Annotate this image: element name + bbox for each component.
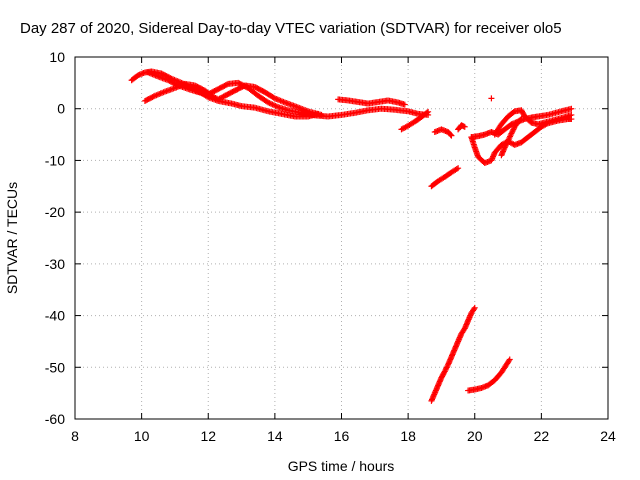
data-point bbox=[501, 144, 508, 151]
data-point bbox=[270, 94, 277, 101]
data-point bbox=[506, 356, 513, 363]
data-point bbox=[517, 116, 524, 123]
series-track-l bbox=[498, 116, 525, 159]
y-tick-label: -10 bbox=[45, 152, 65, 168]
data-point bbox=[518, 116, 525, 123]
data-point bbox=[453, 166, 460, 173]
data-point bbox=[504, 139, 511, 146]
y-tick-label: 10 bbox=[49, 49, 65, 65]
data-point bbox=[510, 126, 517, 133]
x-axis-ticks: 8 10 12 14 16 18 20 22 24 bbox=[71, 57, 616, 444]
x-tick-label: 22 bbox=[534, 428, 550, 444]
data-point bbox=[471, 304, 478, 311]
y-tick-label: 0 bbox=[57, 101, 65, 117]
series-track-c bbox=[145, 69, 432, 120]
series-track-d bbox=[335, 96, 408, 108]
x-tick-label: 8 bbox=[71, 428, 79, 444]
x-tick-label: 24 bbox=[600, 428, 616, 444]
series-track-h bbox=[428, 165, 462, 190]
data-point bbox=[503, 140, 510, 147]
data-point bbox=[503, 141, 510, 148]
series-track-i bbox=[468, 116, 575, 167]
series-track-f bbox=[431, 126, 455, 139]
x-tick-label: 20 bbox=[467, 428, 483, 444]
data-point bbox=[441, 368, 448, 375]
data-point bbox=[488, 95, 495, 102]
y-axis-label: SDTVAR / TECUs bbox=[4, 182, 20, 294]
series-isolated bbox=[488, 95, 495, 102]
data-point bbox=[568, 105, 575, 112]
y-tick-label: -40 bbox=[45, 308, 65, 324]
data-point bbox=[455, 165, 462, 172]
chart-title: Day 287 of 2020, Sidereal Day-to-day VTE… bbox=[20, 20, 562, 37]
data-point bbox=[150, 93, 157, 100]
x-axis-label: GPS time / hours bbox=[288, 458, 395, 474]
data-point bbox=[442, 367, 449, 374]
data-point bbox=[509, 127, 516, 134]
x-tick-label: 16 bbox=[334, 428, 350, 444]
data-point bbox=[509, 129, 516, 136]
data-point bbox=[424, 109, 431, 116]
data-point bbox=[444, 363, 451, 370]
series-track-e bbox=[398, 108, 432, 133]
data-point bbox=[461, 123, 468, 130]
series-track-g bbox=[455, 122, 468, 133]
data-point bbox=[443, 364, 450, 371]
x-tick-label: 18 bbox=[400, 428, 416, 444]
data-point bbox=[508, 130, 515, 137]
y-tick-label: -50 bbox=[45, 359, 65, 375]
data-point bbox=[502, 143, 509, 150]
y-tick-label: -60 bbox=[45, 411, 65, 427]
y-axis-ticks: 10 0 -10 -20 -30 -40 -50 -60 bbox=[45, 49, 608, 427]
plot-frame bbox=[74, 56, 609, 420]
data-point bbox=[470, 306, 477, 313]
x-tick-label: 14 bbox=[267, 428, 283, 444]
data-point bbox=[568, 111, 575, 118]
data-point bbox=[447, 131, 454, 138]
data-point bbox=[174, 81, 181, 88]
x-tick-label: 12 bbox=[200, 428, 216, 444]
data-point bbox=[223, 81, 230, 88]
y-tick-label: -30 bbox=[45, 256, 65, 272]
grid-lines bbox=[75, 57, 608, 419]
data-point bbox=[443, 365, 450, 372]
data-point bbox=[401, 101, 408, 108]
data-points bbox=[128, 68, 575, 404]
data-point bbox=[425, 108, 432, 115]
x-tick-label: 10 bbox=[134, 428, 150, 444]
data-point bbox=[505, 357, 512, 364]
data-point bbox=[448, 132, 455, 139]
series-track-n bbox=[465, 356, 513, 394]
y-tick-label: -20 bbox=[45, 204, 65, 220]
series-track-m bbox=[428, 304, 478, 404]
series-track-k bbox=[491, 107, 575, 138]
